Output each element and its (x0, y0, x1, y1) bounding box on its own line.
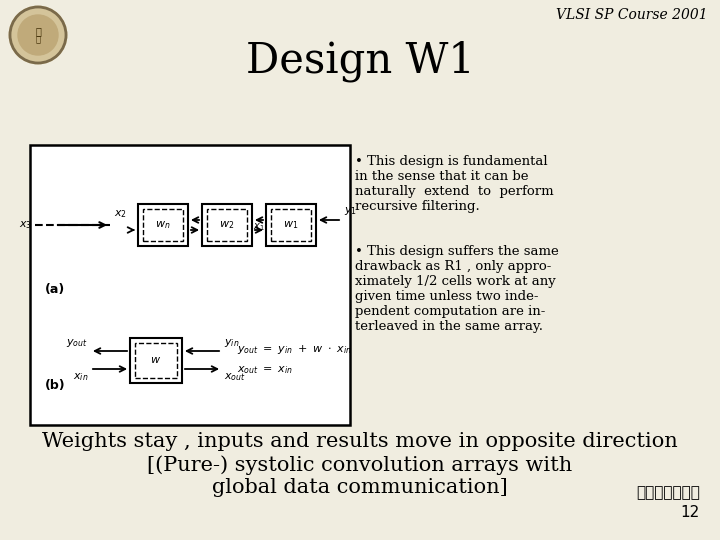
Text: recursive filtering.: recursive filtering. (355, 200, 480, 213)
Text: ximately 1/2 cells work at any: ximately 1/2 cells work at any (355, 275, 556, 288)
Bar (207, 209, 247, 241)
Text: $x_3$: $x_3$ (19, 219, 32, 231)
Text: $x_1$: $x_1$ (253, 221, 265, 233)
Text: • This design suffers the same: • This design suffers the same (355, 245, 559, 258)
Text: 台大電機系安字: 台大電機系安字 (636, 485, 700, 500)
Bar (130, 338, 182, 382)
Text: $x_{out}\ =\ x_{in}$: $x_{out}\ =\ x_{in}$ (237, 364, 293, 376)
Text: Design W1: Design W1 (246, 40, 474, 82)
Text: Weights stay , inputs and results move in opposite direction: Weights stay , inputs and results move i… (42, 432, 678, 451)
Text: 12: 12 (680, 505, 700, 520)
Bar (271, 209, 311, 241)
Text: $y_1$: $y_1$ (344, 205, 357, 217)
Text: in the sense that it can be: in the sense that it can be (355, 170, 528, 183)
Text: $w_n$: $w_n$ (156, 219, 171, 231)
Text: 臺: 臺 (35, 26, 41, 36)
Text: $w$: $w$ (150, 355, 161, 365)
Text: • This design is fundamental: • This design is fundamental (355, 155, 548, 168)
Bar (266, 204, 316, 246)
Text: $y_{out}$: $y_{out}$ (66, 337, 88, 349)
Bar (202, 204, 252, 246)
Text: naturally  extend  to  perform: naturally extend to perform (355, 185, 554, 198)
Text: [(Pure-) systolic convolution arrays with: [(Pure-) systolic convolution arrays wit… (148, 455, 572, 475)
Text: $x_{in}$: $x_{in}$ (73, 371, 88, 383)
Text: $y_{out}\ =\ y_{in}\ +\ w\ \cdot\ x_{in}$: $y_{out}\ =\ y_{in}\ +\ w\ \cdot\ x_{in}… (237, 343, 352, 356)
Bar (138, 204, 188, 246)
Text: (b): (b) (45, 379, 66, 392)
Bar (135, 342, 177, 377)
Text: $x_2$: $x_2$ (114, 208, 127, 220)
Text: (a): (a) (45, 284, 66, 296)
Text: $x_{out}$: $x_{out}$ (224, 371, 246, 383)
Text: VLSI SP Course 2001: VLSI SP Course 2001 (557, 8, 708, 22)
Text: terleaved in the same array.: terleaved in the same array. (355, 320, 543, 333)
Bar (30, 145, 350, 425)
Text: pendent computation are in-: pendent computation are in- (355, 305, 545, 318)
Text: $w_1$: $w_1$ (284, 219, 299, 231)
Circle shape (18, 15, 58, 55)
Bar (143, 209, 183, 241)
Text: $y_{in}$: $y_{in}$ (224, 337, 240, 349)
Circle shape (10, 7, 66, 63)
Text: given time unless two inde-: given time unless two inde- (355, 290, 539, 303)
Text: global data communication]: global data communication] (212, 478, 508, 497)
Text: 大: 大 (35, 36, 40, 44)
Text: $w_2$: $w_2$ (220, 219, 235, 231)
Text: drawback as R1 , only appro-: drawback as R1 , only appro- (355, 260, 552, 273)
